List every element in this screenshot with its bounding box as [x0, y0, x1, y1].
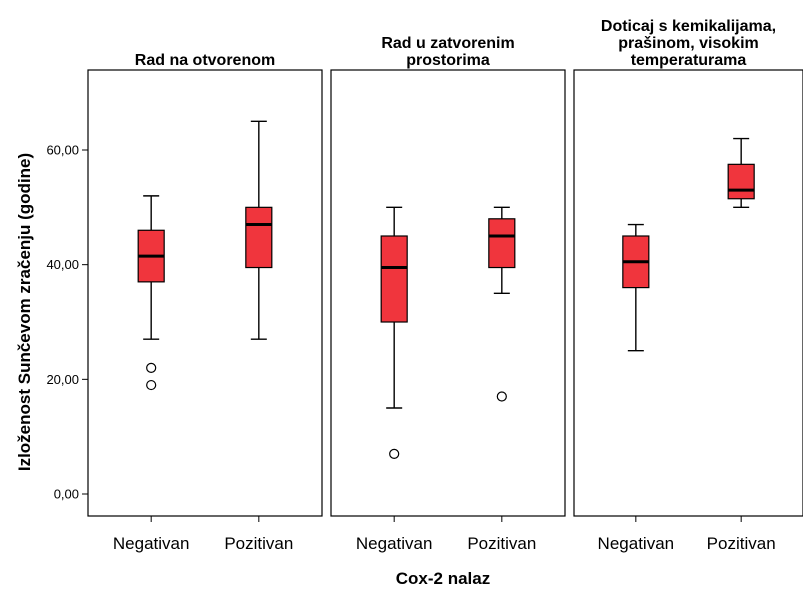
x-tick-label: Pozitivan — [224, 534, 293, 553]
panel-1: Rad na otvorenom Negativan Pozitivan — [87, 52, 323, 553]
panel-3: Doticaj s kemikalijama,prašinom, visokim… — [573, 18, 803, 553]
panel-title: Rad na otvorenom — [135, 52, 275, 69]
iqr-box — [245, 206, 273, 269]
outlier-point — [389, 448, 400, 459]
y-tick-label: 40,00 — [46, 257, 79, 272]
y-tick-label: 60,00 — [46, 143, 79, 158]
panel-frame — [573, 69, 803, 517]
outlier-point — [146, 379, 157, 391]
iqr-box — [380, 235, 408, 323]
x-axis-title: Cox-2 nalaz — [396, 569, 490, 588]
y-axis-title: Izloženost Sunčevom zračenju (godine) — [15, 153, 34, 471]
box-negativan — [622, 223, 650, 352]
x-tick-label: Pozitivan — [467, 534, 536, 553]
x-tick-label: Negativan — [598, 534, 675, 553]
y-tick-label: 0,00 — [54, 487, 79, 502]
iqr-box — [488, 218, 516, 269]
y-axis: 0,00 20,00 40,00 60,00 — [46, 143, 88, 502]
panel-title: prostorima — [406, 52, 490, 69]
x-tick-label: Pozitivan — [707, 534, 776, 553]
y-tick-label: 20,00 — [46, 372, 79, 387]
x-tick-label: Negativan — [113, 534, 190, 553]
panel-title: prašinom, visokim — [618, 35, 759, 52]
panel-title: Rad u zatvorenim — [381, 35, 514, 52]
panel-frame — [87, 69, 323, 517]
outlier-point — [146, 362, 157, 373]
panel-title: temperaturama — [631, 52, 747, 69]
panel-title: Doticaj s kemikalijama, — [601, 18, 776, 35]
box-pozitivan — [727, 137, 755, 209]
iqr-box — [727, 163, 755, 200]
x-tick-label: Negativan — [356, 534, 433, 553]
box-pozitivan — [245, 120, 273, 340]
box-negativan — [380, 206, 408, 459]
panel-frame — [330, 69, 566, 517]
box-negativan — [137, 195, 165, 391]
outlier-point — [496, 391, 507, 402]
box-pozitivan — [488, 206, 516, 402]
